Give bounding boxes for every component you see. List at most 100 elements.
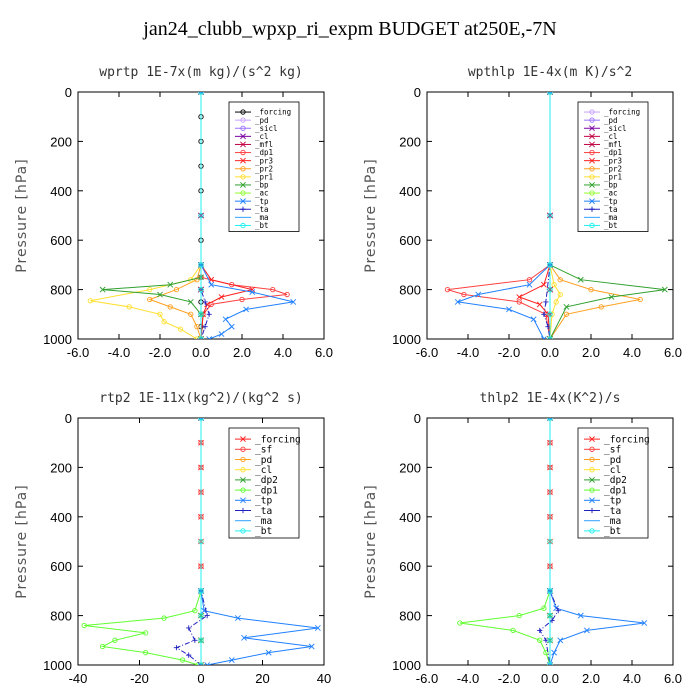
data-point xyxy=(243,306,250,313)
y-tick-label: 600 xyxy=(50,559,72,574)
data-point xyxy=(547,311,553,317)
legend-label: _ma xyxy=(255,516,272,527)
data-point xyxy=(81,622,87,629)
x-tick-label: 0.0 xyxy=(192,345,210,360)
x-tick-label: 6.0 xyxy=(664,671,682,686)
data-point xyxy=(198,538,204,545)
data-point xyxy=(541,605,547,611)
x-tick-label: 0.0 xyxy=(541,671,559,686)
legend-label: _tp xyxy=(604,496,621,507)
series-line-tp xyxy=(200,418,318,665)
legend-label: _ma xyxy=(604,213,618,222)
data-point xyxy=(198,286,204,293)
legend-marker xyxy=(589,476,595,483)
data-point xyxy=(526,281,533,288)
data-point xyxy=(177,326,184,332)
panel-title: thlp2 1E-4x(K^2)/s xyxy=(480,391,621,406)
legend-marker xyxy=(589,497,595,504)
y-tick-label: 200 xyxy=(399,460,421,475)
data-point xyxy=(547,212,553,219)
series-group xyxy=(457,418,648,665)
data-point xyxy=(454,299,461,305)
x-tick-label: -6.0 xyxy=(416,671,438,686)
y-tick-label: 200 xyxy=(50,134,72,149)
legend-marker xyxy=(589,149,595,156)
legend-marker xyxy=(240,497,246,504)
legend-label: _dp1 xyxy=(255,485,278,496)
series-line-dp1 xyxy=(459,418,551,665)
data-point xyxy=(540,281,547,288)
data-point xyxy=(551,282,557,288)
y-tick-label: 0 xyxy=(65,85,72,100)
x-tick-label: -6.0 xyxy=(416,345,438,360)
data-point xyxy=(198,212,204,219)
legend-marker xyxy=(240,206,246,212)
legend-marker xyxy=(589,206,595,212)
data-point xyxy=(547,662,553,665)
legend-marker xyxy=(240,222,246,229)
y-tick-label: 400 xyxy=(50,510,72,525)
legend-marker xyxy=(240,436,246,443)
series-line-pr2 xyxy=(148,92,202,339)
legend-marker xyxy=(589,141,595,148)
data-point xyxy=(241,634,247,641)
data-point xyxy=(537,627,543,634)
data-point xyxy=(530,316,537,323)
data-point xyxy=(218,294,225,300)
x-tick-label: -4.0 xyxy=(457,345,479,360)
legend-marker xyxy=(589,467,595,473)
data-point xyxy=(234,615,241,621)
legend-label: _cl xyxy=(604,132,618,141)
y-tick-label: 400 xyxy=(50,184,72,199)
legend: _forcing_sf_pd_cl_dp2_dp1_tp_ta_ma_bt xyxy=(577,427,650,539)
legend-marker xyxy=(589,182,595,188)
x-tick-label: -2.0 xyxy=(498,671,520,686)
data-point xyxy=(208,281,215,288)
data-point xyxy=(641,620,648,626)
data-point xyxy=(204,662,211,665)
y-axis-label: Pressure [hPa] xyxy=(14,484,30,598)
data-point xyxy=(290,299,297,305)
data-point xyxy=(598,304,604,310)
data-point xyxy=(198,418,204,421)
data-point xyxy=(198,612,204,619)
data-point xyxy=(314,625,321,631)
legend-marker xyxy=(589,528,595,534)
data-point xyxy=(188,311,194,317)
data-point xyxy=(99,286,106,293)
legend-label: _mfl xyxy=(255,140,273,149)
data-point xyxy=(583,627,590,634)
series-line-dp1 xyxy=(84,418,202,665)
x-tick-label: 2.0 xyxy=(582,671,600,686)
data-point xyxy=(547,418,553,421)
data-point xyxy=(204,613,210,619)
legend: _forcing_sf_pd_cl_dp2_dp1_tp_ta_ma_bt xyxy=(228,427,301,539)
legend-marker xyxy=(240,476,246,483)
legend-label: _sicl xyxy=(604,124,627,133)
legend-marker xyxy=(589,125,595,132)
data-point xyxy=(444,286,451,293)
legend-marker xyxy=(589,487,595,493)
legend-label: _dp1 xyxy=(255,148,273,157)
data-point xyxy=(526,277,533,283)
legend-label: _pr2 xyxy=(255,164,273,173)
data-point xyxy=(577,612,584,619)
legend-label: _forcing xyxy=(255,434,301,445)
series-line-bp xyxy=(102,92,202,339)
data-point xyxy=(284,291,290,298)
data-point xyxy=(147,286,153,293)
y-tick-label: 1000 xyxy=(43,658,72,673)
x-tick-label: 4.0 xyxy=(623,671,641,686)
legend-label: _pd xyxy=(255,455,272,466)
data-point xyxy=(536,301,543,308)
legend-marker xyxy=(589,166,595,172)
data-point xyxy=(510,627,516,634)
y-tick-label: 600 xyxy=(399,233,421,248)
data-point xyxy=(194,323,200,330)
data-point xyxy=(186,652,192,658)
data-point xyxy=(265,649,272,656)
y-tick-label: 1000 xyxy=(392,658,421,673)
x-tick-label: 2.0 xyxy=(233,345,251,360)
data-point xyxy=(87,298,93,304)
legend-marker xyxy=(589,436,595,443)
